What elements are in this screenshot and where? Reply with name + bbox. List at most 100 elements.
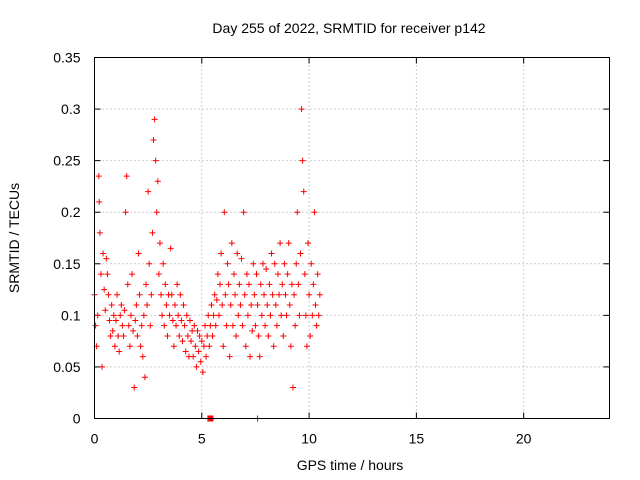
data-point	[223, 322, 230, 329]
data-point	[192, 343, 199, 350]
plot-frame	[94, 57, 610, 419]
data-point	[188, 338, 195, 345]
data-point	[107, 332, 114, 339]
data-point	[135, 250, 142, 257]
data-point	[132, 317, 139, 324]
data-point	[166, 312, 173, 319]
data-point	[303, 343, 310, 350]
data-point	[296, 312, 303, 319]
data-point	[221, 209, 228, 216]
data-points	[91, 106, 323, 422]
data-point	[101, 286, 108, 293]
data-point	[291, 291, 298, 298]
data-point	[239, 322, 246, 329]
data-point	[123, 173, 130, 180]
data-point	[167, 245, 174, 252]
y-tick-label: 0.05	[53, 359, 80, 375]
x-tick-label: 20	[516, 431, 532, 447]
data-point	[315, 312, 322, 319]
data-point	[235, 312, 242, 319]
data-point	[175, 312, 182, 319]
data-point	[278, 312, 285, 319]
data-point	[111, 343, 118, 350]
data-point	[264, 302, 271, 309]
data-point	[274, 271, 281, 278]
data-point	[282, 291, 289, 298]
data-point	[259, 260, 266, 267]
data-point	[183, 312, 190, 319]
data-point	[112, 317, 119, 324]
data-point	[255, 332, 262, 339]
data-point	[182, 348, 189, 355]
data-point	[284, 271, 291, 278]
data-point	[310, 281, 317, 288]
data-point	[218, 250, 225, 257]
data-point	[184, 332, 191, 339]
data-point	[106, 317, 113, 324]
data-point	[146, 260, 153, 267]
x-tick-label: 10	[301, 431, 317, 447]
data-point	[217, 281, 224, 288]
data-point	[243, 271, 250, 278]
axis-ticks	[94, 57, 610, 419]
data-point	[203, 353, 210, 360]
data-point	[134, 332, 141, 339]
data-point	[285, 240, 292, 247]
data-point	[314, 271, 321, 278]
data-point	[299, 157, 306, 164]
data-point	[117, 312, 124, 319]
data-point	[302, 312, 309, 319]
data-point	[116, 348, 123, 355]
data-point	[114, 291, 121, 298]
data-point	[257, 281, 264, 288]
data-point	[272, 302, 279, 309]
data-point	[230, 271, 237, 278]
data-point	[156, 240, 163, 247]
data-point	[215, 312, 222, 319]
data-point	[147, 322, 154, 329]
data-point	[262, 322, 269, 329]
x-tick-labels: 0 5 10 15 20	[91, 431, 532, 447]
data-point	[139, 353, 146, 360]
data-point	[160, 260, 167, 267]
data-point	[148, 291, 155, 298]
data-point	[210, 312, 217, 319]
data-point	[119, 322, 126, 329]
data-point	[249, 327, 256, 334]
data-point	[199, 369, 206, 376]
data-point	[171, 302, 178, 309]
data-point	[312, 302, 319, 309]
data-point	[234, 250, 241, 257]
data-point	[96, 198, 103, 205]
data-point	[224, 260, 231, 267]
chart-title: Day 255 of 2022, SRMTID for receiver p14…	[212, 20, 485, 36]
data-point	[228, 240, 235, 247]
data-point	[169, 317, 176, 324]
data-point	[241, 291, 248, 298]
y-tick-label: 0	[73, 411, 81, 427]
data-point	[164, 332, 171, 339]
data-point	[254, 302, 261, 309]
data-point	[197, 358, 204, 365]
data-point	[195, 348, 202, 355]
data-point	[265, 332, 272, 339]
data-point	[273, 322, 280, 329]
data-point	[267, 312, 274, 319]
data-point	[214, 271, 221, 278]
data-point	[237, 302, 244, 309]
data-point	[225, 281, 232, 288]
data-point	[173, 322, 180, 329]
data-point	[227, 302, 234, 309]
x-axis-label: GPS time / hours	[297, 457, 404, 473]
data-point	[193, 363, 200, 370]
data-point	[159, 312, 166, 319]
data-point	[276, 291, 283, 298]
data-point	[100, 250, 107, 257]
data-point	[194, 327, 201, 334]
data-point	[92, 322, 99, 329]
data-point	[219, 302, 226, 309]
data-point	[288, 281, 295, 288]
data-point	[258, 312, 265, 319]
data-point	[168, 291, 175, 298]
data-point	[174, 281, 181, 288]
